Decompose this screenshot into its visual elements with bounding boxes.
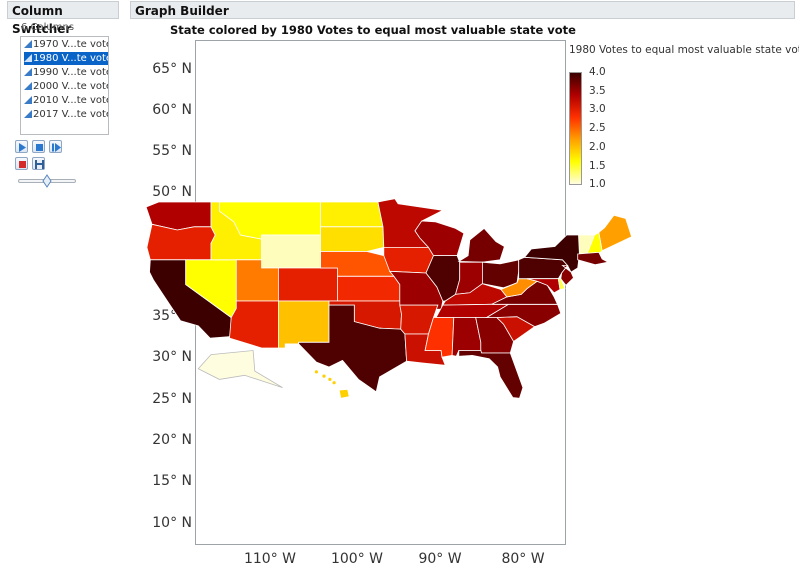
- x-tick-label: 90° W: [418, 551, 462, 567]
- state-mississippi: [424, 317, 455, 358]
- y-tick-label: 50° N: [152, 184, 192, 200]
- state-iowa: [383, 246, 434, 274]
- x-tick-label: 80° W: [501, 551, 545, 567]
- save-icon: [35, 160, 44, 169]
- legend-tick-label: 3.0: [589, 103, 606, 116]
- column-item[interactable]: 1990 V...te vote: [24, 66, 108, 79]
- y-tick-label: 10° N: [152, 515, 192, 531]
- stop-icon: [36, 144, 43, 151]
- y-tick-label: 20° N: [152, 432, 192, 448]
- x-tick-label: 100° W: [330, 551, 383, 567]
- legend-tick-label: 1.5: [589, 159, 606, 172]
- continuous-column-icon: [24, 68, 32, 76]
- graph-builder-header[interactable]: Graph Builder: [130, 1, 795, 19]
- y-tick-label: 30° N: [152, 349, 192, 365]
- step-forward-icon: [52, 143, 61, 152]
- continuous-column-icon: [24, 40, 32, 48]
- continuous-column-icon: [24, 82, 32, 90]
- state-new-hampshire: [586, 231, 603, 255]
- column-item-label: 1970 V...te vote: [33, 39, 108, 50]
- column-item[interactable]: 2010 V...te vote: [24, 94, 108, 107]
- state-ohio: [481, 259, 520, 289]
- state-delaware: [557, 278, 566, 290]
- slider-thumb-icon[interactable]: [42, 174, 52, 188]
- record-icon: [19, 161, 26, 168]
- y-tick-label: 65° N: [152, 61, 192, 77]
- column-item-label: 1980 V...te vote: [33, 53, 108, 64]
- state-hawaii-island: [322, 374, 326, 378]
- state-north-dakota: [320, 201, 384, 228]
- y-tick-label: 55° N: [152, 143, 192, 159]
- state-hawaii: [338, 388, 350, 399]
- chart-title: State colored by 1980 Votes to equal mos…: [170, 23, 576, 37]
- play-button[interactable]: [15, 140, 28, 153]
- legend-tick-label: 2.5: [589, 122, 606, 135]
- column-item[interactable]: 2000 V...te vote: [24, 80, 108, 93]
- legend-tick-label: 4.0: [589, 66, 606, 78]
- y-tick-label: 15° N: [152, 473, 192, 489]
- column-switcher-header[interactable]: Column Switcher: [7, 1, 119, 36]
- state-hawaii-island: [314, 370, 318, 374]
- legend-tick-label: 2.0: [589, 140, 606, 153]
- save-button[interactable]: [32, 157, 45, 170]
- state-arizona: [229, 300, 279, 349]
- state-maine: [598, 214, 633, 252]
- state-pennsylvania: [518, 256, 569, 280]
- step-forward-button[interactable]: [49, 140, 62, 153]
- column-item-label: 1990 V...te vote: [33, 67, 108, 78]
- stop-button[interactable]: [32, 140, 45, 153]
- state-new-jersey: [560, 265, 574, 286]
- continuous-column-icon: [24, 54, 32, 62]
- column-item-label: 2010 V...te vote: [33, 95, 108, 106]
- state-new-mexico: [277, 300, 330, 349]
- continuous-column-icon: [24, 96, 32, 104]
- column-item[interactable]: 2017 V...te vote: [24, 108, 108, 121]
- legend-color-bar: [569, 72, 582, 185]
- state-kansas: [336, 275, 401, 302]
- y-tick-label: 25° N: [152, 391, 192, 407]
- state-oregon: [146, 223, 216, 261]
- state-alaska: [197, 350, 283, 388]
- column-count-label: 6 Columns: [21, 22, 75, 33]
- legend-tick-label: 3.5: [589, 84, 606, 97]
- legend-tick-label: 1.0: [589, 178, 606, 191]
- continuous-column-icon: [24, 110, 32, 118]
- state-michigan: [457, 227, 505, 263]
- legend-title: 1980 Votes to equal most valuable state …: [569, 44, 799, 56]
- record-button[interactable]: [15, 157, 28, 170]
- column-item[interactable]: 1970 V...te vote: [24, 38, 108, 51]
- state-massachusetts: [577, 251, 610, 266]
- column-item[interactable]: 1980 V...te vote: [24, 52, 108, 65]
- state-hawaii-island: [328, 377, 332, 381]
- y-tick-label: 60° N: [152, 102, 192, 118]
- state-florida: [458, 350, 524, 399]
- state-wyoming: [261, 234, 322, 269]
- column-item-label: 2017 V...te vote: [33, 109, 108, 120]
- column-item-label: 2000 V...te vote: [33, 81, 108, 92]
- column-list[interactable]: 1970 V...te vote 1980 V...te vote 1990 V..…: [20, 36, 109, 135]
- state-colorado: [277, 267, 338, 302]
- state-texas: [298, 304, 408, 393]
- state-south-dakota: [320, 226, 385, 252]
- state-hawaii-island: [332, 381, 336, 385]
- play-icon: [19, 143, 26, 152]
- x-tick-label: 110° W: [243, 551, 296, 567]
